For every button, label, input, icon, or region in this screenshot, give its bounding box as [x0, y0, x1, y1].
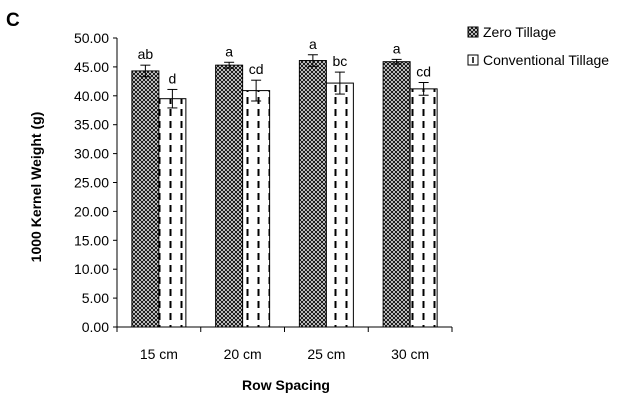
y-tick-label: 20.00 — [74, 203, 109, 219]
y-tick-label: 15.00 — [74, 232, 109, 248]
bar-conventional-tillage — [242, 90, 271, 328]
x-tick-label: 20 cm — [224, 346, 262, 362]
y-tick-label: 10.00 — [74, 261, 109, 277]
legend-swatch-zero-tillage — [467, 26, 479, 38]
y-tick-label: 0.00 — [82, 319, 109, 335]
legend-label-zero-tillage: Zero Tillage — [483, 24, 556, 40]
x-tick-label: 15 cm — [140, 346, 178, 362]
bar-zero-tillage — [215, 64, 244, 328]
x-tick-label: 30 cm — [391, 346, 429, 362]
panel-label: C — [6, 10, 20, 31]
y-tick-label: 25.00 — [74, 175, 109, 191]
bar-zero-tillage — [382, 61, 411, 328]
y-tick-label: 30.00 — [74, 146, 109, 162]
bar-conventional-tillage — [325, 82, 354, 328]
x-tick-label: 25 cm — [307, 346, 345, 362]
significance-label-conventional-tillage: cd — [416, 64, 431, 80]
significance-label-conventional-tillage: d — [168, 70, 176, 86]
y-tick-label: 35.00 — [74, 117, 109, 133]
y-tick-label: 5.00 — [82, 290, 109, 306]
bar-zero-tillage — [131, 70, 160, 328]
legend: Zero Tillage Conventional Tillage — [467, 24, 609, 68]
x-axis-label: Row Spacing — [242, 377, 330, 393]
legend-label-conventional-tillage: Conventional Tillage — [483, 52, 609, 68]
x-axis: 15 cm 20 cm 25 cm 30 cm — [116, 326, 453, 362]
significance-label-zero-tillage: a — [225, 43, 233, 59]
significance-label-zero-tillage: a — [393, 40, 401, 56]
bar-conventional-tillage — [158, 98, 187, 328]
y-tick-label: 40.00 — [74, 88, 109, 104]
bar-zero-tillage — [298, 60, 327, 328]
significance-label-zero-tillage: a — [309, 36, 317, 52]
bar-conventional-tillage — [409, 88, 438, 328]
y-axis-label: 1000 Kernel Weight (g) — [28, 112, 44, 263]
y-axis: 0.00 5.00 10.00 15.00 20.00 25.00 30.00 35.00 40… — [74, 30, 118, 335]
significance-label-conventional-tillage: cd — [249, 61, 264, 77]
significance-label-zero-tillage: ab — [138, 46, 154, 62]
y-tick-label: 50.00 — [74, 30, 109, 46]
significance-label-conventional-tillage: bc — [332, 53, 347, 69]
y-tick-label: 45.00 — [74, 59, 109, 75]
